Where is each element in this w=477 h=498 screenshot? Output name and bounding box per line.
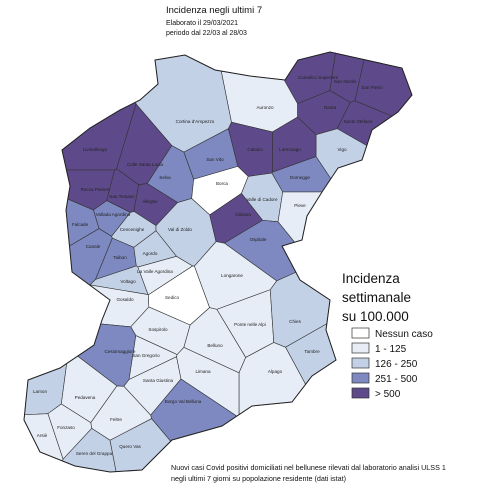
- legend-label: 251 - 500: [375, 374, 418, 385]
- municipality-label: Belluno: [207, 343, 223, 348]
- municipality-label: La Valle Agordina: [137, 269, 173, 274]
- legend-label: Nessun caso: [375, 329, 433, 340]
- title: Incidenza negli ultimi 7: [166, 5, 262, 16]
- municipality-label: Livinallongo: [83, 147, 108, 152]
- municipality-label: San Nicolò: [334, 79, 357, 84]
- municipality-label: Cencenighe: [120, 227, 145, 232]
- municipality-label: Ospitale: [250, 237, 267, 242]
- municipality-label: Voltago: [120, 279, 136, 284]
- legend-label: 1 - 125: [375, 344, 407, 355]
- municipality-label: Danta: [324, 105, 337, 110]
- municipality-label: Valle di Cadore: [246, 197, 278, 202]
- municipality-label: Val di Zoldo: [168, 227, 192, 232]
- footnote: negli ultimi 7 giorni su popolazione res…: [171, 474, 346, 483]
- municipality-label: Pieve: [294, 203, 306, 208]
- legend-label: > 500: [375, 389, 401, 400]
- municipality-label: Cibiana: [235, 212, 251, 217]
- municipality-label: Longarone: [221, 273, 243, 278]
- municipality-label: Canale: [86, 244, 101, 249]
- legend-swatch: [351, 327, 370, 339]
- municipality-label: Pedavena: [75, 395, 96, 400]
- subtitle: periodo dal 22/03 al 28/03: [166, 30, 247, 37]
- legend-swatch: [351, 372, 370, 384]
- legend-swatch: [351, 342, 370, 354]
- municipality-label: Sospirolo: [148, 327, 168, 332]
- municipality-label: Sedico: [165, 295, 179, 300]
- municipality-label: Santo Stefano: [343, 119, 373, 124]
- municipality-label: Santa Giustina: [143, 378, 174, 383]
- municipality-label: Lamon: [33, 389, 47, 394]
- municipality-label: Calalzo: [247, 147, 263, 152]
- municipality-label: San Pietro: [361, 85, 383, 90]
- subtitle: Elaborato il 29/03/2021: [166, 20, 238, 27]
- municipality-label: Domegge: [290, 175, 310, 180]
- municipality-label: Selva: [159, 175, 171, 180]
- municipality-label: Arsiè: [37, 433, 48, 438]
- municipality-label: Auronzo: [256, 105, 274, 110]
- province-outline: [23, 51, 413, 473]
- municipality-label: Taibon: [113, 255, 127, 260]
- municipality-label: Feltre: [110, 417, 122, 422]
- municipality-label: Vallada Agordina: [96, 212, 131, 217]
- municipality-label: Rocca Pietore: [81, 187, 110, 192]
- municipality-label: Tambre: [304, 349, 320, 354]
- legend-title: settimanale: [342, 290, 411, 305]
- municipality-label: Alleghe: [142, 199, 158, 204]
- municipality-label: Alpago: [268, 369, 283, 374]
- municipality-label: Vigo: [337, 147, 347, 152]
- municipality-label: San Tomaso: [109, 194, 135, 199]
- legend: Nessun caso 1 - 125 126 - 250 251 - 500 > 50…: [351, 327, 433, 400]
- municipality-areas: [23, 51, 413, 473]
- municipality-label: Lorenzago: [279, 147, 301, 152]
- municipality-area: [272, 116, 317, 173]
- legend-title: Incidenza: [342, 271, 400, 286]
- municipality-label: Seren del Grappa: [76, 451, 113, 456]
- municipality-label: Borgo Val Belluna: [165, 399, 202, 404]
- municipality-label: Quero Vas: [119, 444, 141, 449]
- municipality-label: Fonzaso: [57, 425, 75, 430]
- municipality-label: Agordo: [143, 251, 158, 256]
- legend-title: su 100.000: [342, 309, 409, 324]
- municipality-label: Cesiomaggiore: [105, 349, 136, 354]
- legend-swatch: [351, 387, 370, 399]
- municipality-label: San Vito: [206, 157, 224, 162]
- municipality-label: Falcade: [72, 222, 89, 227]
- municipality-label: Ponte nelle Alpi: [234, 322, 266, 327]
- legend-swatch: [351, 357, 370, 369]
- municipality-label: Comelico Superiore: [298, 75, 339, 80]
- municipality-label: Gosaldo: [116, 297, 134, 302]
- municipality-label: San Gregorio: [132, 353, 160, 358]
- legend-label: 126 - 250: [375, 359, 418, 370]
- municipality-label: Cortina d'Ampezzo: [176, 119, 215, 124]
- municipality-label: Chies: [289, 319, 301, 324]
- municipality-label: Borca: [216, 181, 228, 186]
- municipality-label: Limana: [195, 369, 211, 374]
- municipality-label: Colle Santa Lucia: [127, 162, 163, 167]
- footnote: Nuovi casi Covid positivi domiciliati ne…: [171, 463, 446, 472]
